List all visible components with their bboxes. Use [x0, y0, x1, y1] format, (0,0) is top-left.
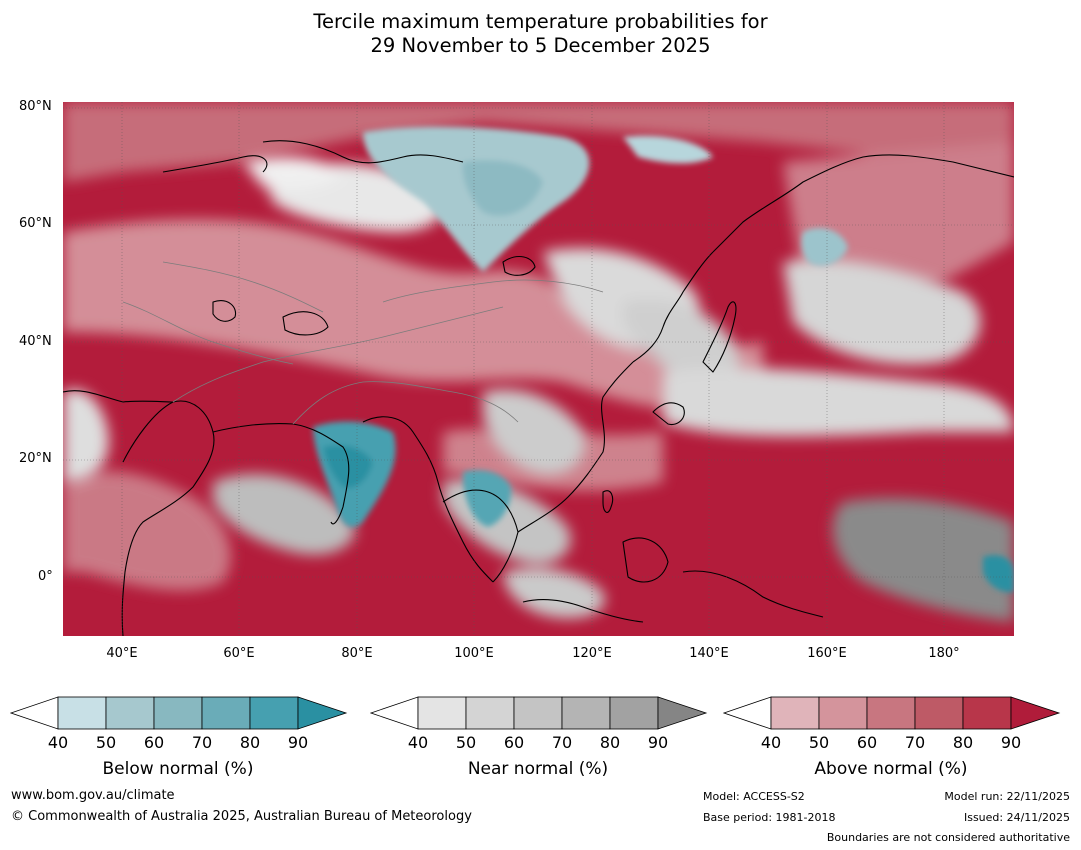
- colorbar-near-label: Near normal (%): [467, 759, 609, 779]
- tick-label: 80: [239, 733, 261, 752]
- near-bin-3: [513, 696, 563, 730]
- tick-label: 60: [143, 733, 165, 752]
- near-bin-1: [417, 696, 467, 730]
- lon-label-40e: 40°E: [106, 646, 138, 661]
- tick-label: 60: [503, 733, 525, 752]
- probability-map: [63, 102, 1014, 636]
- tick-label: 90: [1000, 733, 1022, 752]
- above-bin-3: [866, 696, 916, 730]
- copyright-text: © Commonwealth of Australia 2025, Austra…: [11, 809, 472, 824]
- base-period-text: Base period: 1981-2018: [703, 811, 836, 824]
- tick-label: 90: [647, 733, 669, 752]
- near-bin-4: [561, 696, 611, 730]
- issued-text: Issued: 24/11/2025: [963, 811, 1070, 824]
- tick-label: 70: [191, 733, 213, 752]
- lon-label-80e: 80°E: [341, 646, 373, 661]
- tick-label: 90: [287, 733, 309, 752]
- title-line-1: Tercile maximum temperature probabilitie…: [313, 10, 768, 33]
- above-bin-2: [818, 696, 868, 730]
- disclaimer-text: Boundaries are not considered authoritat…: [826, 831, 1070, 844]
- country-borders: [122, 261, 604, 425]
- lat-label-40n: 40°N: [19, 334, 52, 349]
- above-low-arrow: [723, 696, 772, 730]
- below-low-arrow: [10, 696, 59, 730]
- below-bin-4: [201, 696, 251, 730]
- lat-label-20n: 20°N: [19, 451, 52, 466]
- near-high-arrow: [657, 696, 708, 730]
- near-normal-areas: [63, 156, 1014, 622]
- website-link[interactable]: www.bom.gov.au/climate: [11, 788, 175, 803]
- model-run-text: Model run: 22/11/2025: [944, 790, 1070, 803]
- lon-label-120e: 120°E: [572, 646, 612, 661]
- above-bin-1: [770, 696, 820, 730]
- near-bin-2: [465, 696, 515, 730]
- lon-label-100e: 100°E: [454, 646, 494, 661]
- above-bin-5: [962, 696, 1012, 730]
- lon-label-140e: 140°E: [689, 646, 729, 661]
- below-bin-5: [249, 696, 299, 730]
- below-normal-areas: [313, 126, 1014, 593]
- colorbar-above: [723, 696, 1061, 730]
- colorbar-below: [10, 696, 348, 730]
- chart-title: Tercile maximum temperature probabilitie…: [0, 10, 1081, 58]
- tick-label: 80: [952, 733, 974, 752]
- lon-label-60e: 60°E: [223, 646, 255, 661]
- tick-label: 80: [599, 733, 621, 752]
- above-bin-4: [914, 696, 964, 730]
- tick-label: 50: [95, 733, 117, 752]
- colorbar-below-label: Below normal (%): [102, 759, 254, 779]
- near-bin-5: [609, 696, 659, 730]
- tick-label: 40: [47, 733, 69, 752]
- lon-label-160e: 160°E: [807, 646, 847, 661]
- lat-label-80n: 80°N: [19, 99, 52, 114]
- graticule: [63, 102, 1014, 636]
- tick-label: 50: [808, 733, 830, 752]
- tick-label: 60: [856, 733, 878, 752]
- below-bin-3: [153, 696, 203, 730]
- below-bin-2: [105, 696, 155, 730]
- tick-label: 40: [760, 733, 782, 752]
- title-line-2: 29 November to 5 December 2025: [370, 34, 711, 57]
- above-normal-light-areas: [63, 102, 1014, 591]
- model-text: Model: ACCESS-S2: [703, 790, 805, 803]
- tick-label: 70: [551, 733, 573, 752]
- lon-label-180: 180°: [928, 646, 960, 661]
- tick-label: 50: [455, 733, 477, 752]
- below-high-arrow: [297, 696, 348, 730]
- lat-label-0: 0°: [38, 569, 53, 584]
- tick-label: 70: [904, 733, 926, 752]
- lat-label-60n: 60°N: [19, 216, 52, 231]
- coastlines: [63, 140, 1014, 636]
- below-bin-1: [57, 696, 107, 730]
- near-low-arrow: [370, 696, 419, 730]
- tick-label: 40: [407, 733, 429, 752]
- colorbar-above-label: Above normal (%): [814, 759, 968, 779]
- above-high-arrow: [1010, 696, 1061, 730]
- colorbar-near: [370, 696, 708, 730]
